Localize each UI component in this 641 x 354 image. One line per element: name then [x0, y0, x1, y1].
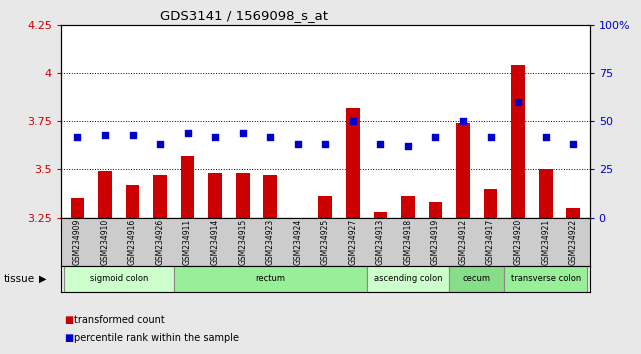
Text: transformed count: transformed count — [74, 315, 165, 325]
Text: GSM234911: GSM234911 — [183, 219, 192, 265]
Text: ▶: ▶ — [39, 274, 47, 284]
Bar — [429, 202, 442, 218]
Point — [430, 134, 440, 139]
Bar — [126, 185, 139, 218]
Point — [540, 134, 551, 139]
Text: GDS3141 / 1569098_s_at: GDS3141 / 1569098_s_at — [160, 9, 328, 22]
Bar — [63, 266, 174, 292]
Text: GSM234909: GSM234909 — [73, 219, 82, 265]
Bar — [181, 156, 194, 218]
Point — [100, 132, 110, 138]
Bar — [401, 196, 415, 218]
Point — [347, 118, 358, 124]
Bar — [504, 266, 587, 292]
Point — [265, 134, 276, 139]
Point — [320, 142, 331, 147]
Bar — [71, 198, 85, 218]
Text: GSM234910: GSM234910 — [101, 219, 110, 265]
Text: sigmoid colon: sigmoid colon — [90, 274, 148, 283]
Text: GSM234915: GSM234915 — [238, 219, 247, 265]
Point — [375, 142, 385, 147]
Text: rectum: rectum — [255, 274, 285, 283]
Text: GSM234923: GSM234923 — [266, 219, 275, 265]
Text: GSM234916: GSM234916 — [128, 219, 137, 265]
Point — [183, 130, 193, 136]
Point — [403, 143, 413, 149]
Text: GSM234919: GSM234919 — [431, 219, 440, 265]
Point — [155, 142, 165, 147]
Point — [293, 142, 303, 147]
Text: GSM234914: GSM234914 — [211, 219, 220, 265]
Point — [72, 134, 83, 139]
Point — [568, 142, 578, 147]
Bar — [512, 65, 525, 218]
Text: transverse colon: transverse colon — [510, 274, 581, 283]
Text: cecum: cecum — [463, 274, 491, 283]
Text: GSM234912: GSM234912 — [458, 219, 467, 265]
Text: GSM234922: GSM234922 — [569, 219, 578, 265]
Bar — [236, 173, 249, 218]
Bar — [153, 175, 167, 218]
Text: GSM234927: GSM234927 — [348, 219, 357, 265]
Bar — [456, 123, 470, 218]
Bar — [319, 196, 332, 218]
Text: GSM234917: GSM234917 — [486, 219, 495, 265]
Bar — [98, 171, 112, 218]
Text: GSM234924: GSM234924 — [294, 219, 303, 265]
Bar — [208, 173, 222, 218]
Point — [458, 118, 468, 124]
Text: GSM234913: GSM234913 — [376, 219, 385, 265]
Text: ■: ■ — [64, 333, 73, 343]
Bar — [263, 175, 277, 218]
Text: ■: ■ — [64, 315, 73, 325]
Bar — [346, 108, 360, 218]
Text: GSM234920: GSM234920 — [513, 219, 522, 265]
Bar — [367, 266, 449, 292]
Point — [485, 134, 495, 139]
Text: percentile rank within the sample: percentile rank within the sample — [74, 333, 238, 343]
Text: ascending colon: ascending colon — [374, 274, 442, 283]
Bar — [449, 266, 504, 292]
Bar — [374, 212, 387, 218]
Bar — [539, 170, 553, 218]
Text: GSM234926: GSM234926 — [156, 219, 165, 265]
Text: GSM234921: GSM234921 — [541, 219, 550, 265]
Text: tissue: tissue — [3, 274, 35, 284]
Bar — [566, 208, 580, 218]
Point — [238, 130, 248, 136]
Text: GSM234918: GSM234918 — [403, 219, 412, 265]
Text: GSM234925: GSM234925 — [320, 219, 330, 265]
Point — [513, 99, 523, 105]
Bar — [174, 266, 367, 292]
Point — [128, 132, 138, 138]
Point — [210, 134, 221, 139]
Bar — [484, 189, 497, 218]
